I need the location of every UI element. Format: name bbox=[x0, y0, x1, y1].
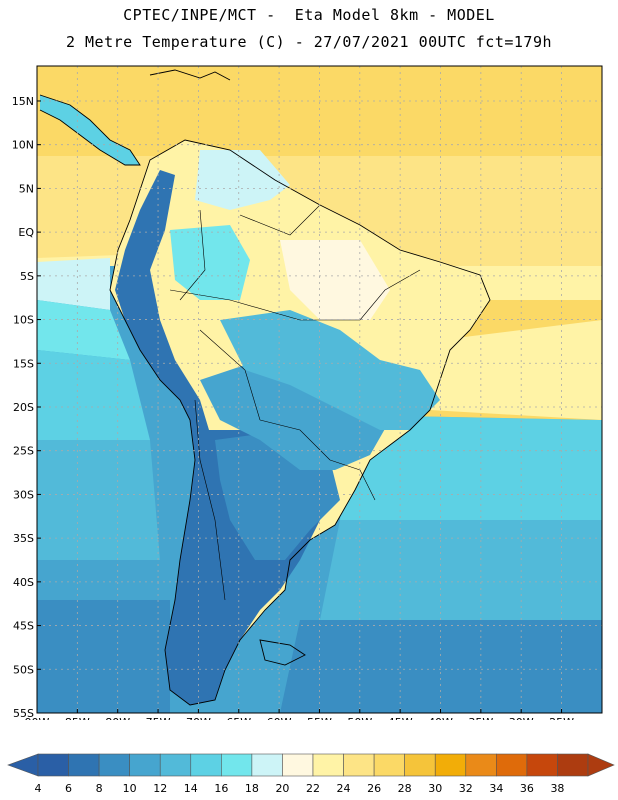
lon-label: 60W bbox=[267, 716, 292, 720]
colorbar-label: 14 bbox=[184, 782, 198, 795]
colorbar-swatch bbox=[159, 753, 192, 777]
colorbar-label: 6 bbox=[65, 782, 72, 795]
colorbar-label: 18 bbox=[245, 782, 259, 795]
lat-label: 15S bbox=[13, 357, 34, 370]
lat-label: 30S bbox=[13, 488, 34, 501]
colorbar-swatch bbox=[68, 753, 100, 777]
lon-label: 40W bbox=[428, 716, 453, 720]
title-line-1: CPTEC/INPE/MCT - Eta Model 8km - MODEL bbox=[123, 6, 495, 24]
title-line-2: 2 Metre Temperature (C) - 27/07/2021 00U… bbox=[65, 33, 553, 51]
colorbar-swatch bbox=[465, 753, 497, 777]
lon-label: 90W bbox=[25, 716, 50, 720]
lon-label: 25W bbox=[549, 716, 574, 720]
colorbar-label: 32 bbox=[459, 782, 473, 795]
colorbar-swatch bbox=[496, 753, 528, 777]
colorbar-label: 4 bbox=[35, 782, 42, 795]
colorbar-label: 36 bbox=[520, 782, 534, 795]
colorbar-label: 34 bbox=[489, 782, 503, 795]
colorbar-swatch bbox=[37, 753, 69, 777]
pacific-cooler-band bbox=[37, 350, 150, 440]
colorbar-label: 30 bbox=[428, 782, 442, 795]
colorbar-label: 38 bbox=[550, 782, 564, 795]
colorbar-swatch bbox=[129, 753, 161, 777]
venezuela-mild bbox=[195, 150, 290, 210]
temperature-map: 15N 10N 5N EQ 5S 10S 15S 20S 25S 30S 35S 40S 45S 50S 5… bbox=[12, 65, 603, 720]
longitude-axis: 90W 85W 80W 75W 70W 65W 60W 55W 50W 45W 40W 35W 30W 2… bbox=[25, 709, 574, 720]
colorbar-label: 22 bbox=[306, 782, 320, 795]
lat-label: 40S bbox=[13, 576, 34, 589]
lat-label: 10N bbox=[12, 139, 34, 152]
colorbar-left-arrow bbox=[7, 753, 39, 777]
lon-label: 45W bbox=[388, 716, 413, 720]
lat-label: 50S bbox=[13, 663, 34, 676]
lat-label: 5N bbox=[19, 182, 34, 195]
central-america-landmass bbox=[40, 95, 140, 165]
colorbar-swatch bbox=[343, 753, 375, 777]
eastern-amazon-warm bbox=[280, 240, 390, 320]
lon-label: 75W bbox=[146, 716, 171, 720]
lon-label: 80W bbox=[105, 716, 130, 720]
atlantic-south-band bbox=[280, 620, 602, 713]
lon-label: 35W bbox=[468, 716, 493, 720]
colorbar-swatch bbox=[282, 753, 314, 777]
lat-label: 35S bbox=[13, 532, 34, 545]
colorbar-swatch bbox=[312, 753, 344, 777]
chaco-region bbox=[200, 360, 390, 470]
atlantic-cool-band bbox=[340, 415, 602, 520]
lon-label: 30W bbox=[509, 716, 534, 720]
colorbar-label: 20 bbox=[275, 782, 289, 795]
lat-label: 45S bbox=[13, 620, 34, 633]
lon-label: 55W bbox=[307, 716, 332, 720]
colorbar-right-arrow bbox=[587, 753, 615, 777]
colorbar-label: 24 bbox=[337, 782, 351, 795]
western-amazon-mild bbox=[170, 225, 250, 300]
colorbar-label: 8 bbox=[96, 782, 103, 795]
latitude-axis: 15N 10N 5N EQ 5S 10S 15S 20S 25S 30S 35S 40S 45S 50S 5… bbox=[12, 95, 41, 720]
colorbar-label: 16 bbox=[214, 782, 228, 795]
colorbar-swatch bbox=[98, 753, 130, 777]
colorbar-label: 12 bbox=[153, 782, 167, 795]
lon-label: 85W bbox=[65, 716, 90, 720]
colorbar-label: 10 bbox=[123, 782, 137, 795]
atlantic-subtropical-band bbox=[430, 320, 602, 420]
colorbar-swatch bbox=[373, 753, 405, 777]
lon-label: 70W bbox=[186, 716, 211, 720]
pacific-south-band bbox=[37, 600, 170, 713]
atlantic-cold-band bbox=[320, 520, 602, 620]
colorbar-swatch bbox=[221, 753, 253, 777]
lat-label: 15N bbox=[12, 95, 34, 108]
pacific-cool-band bbox=[37, 300, 130, 360]
gridlines bbox=[37, 66, 602, 713]
colorbar-swatch bbox=[557, 753, 589, 777]
lat-label: 25S bbox=[13, 445, 34, 458]
colorbar-swatch bbox=[251, 753, 283, 777]
colorbar-label: 28 bbox=[398, 782, 412, 795]
andes-cold-region bbox=[115, 170, 220, 705]
pacific-cold-band bbox=[37, 440, 160, 560]
lat-label: 20S bbox=[13, 401, 34, 414]
lat-label: 10S bbox=[13, 314, 34, 327]
colorbar-swatch bbox=[526, 753, 558, 777]
country-borders bbox=[169, 204, 421, 601]
lat-label: EQ bbox=[18, 226, 34, 239]
coastlines bbox=[39, 69, 491, 706]
lat-label: 55S bbox=[13, 707, 34, 720]
lon-label: 50W bbox=[347, 716, 372, 720]
colorbar-label: 26 bbox=[367, 782, 381, 795]
colorbar-swatch bbox=[434, 753, 467, 777]
lon-label: 65W bbox=[226, 716, 251, 720]
colorbar-swatch bbox=[404, 753, 436, 777]
ocean-warmer-band bbox=[37, 66, 602, 156]
map-field bbox=[37, 66, 602, 713]
central-brazil-cool bbox=[220, 310, 440, 430]
lat-label: 5S bbox=[20, 270, 34, 283]
pacific-mild-band bbox=[37, 258, 110, 310]
colorbar-swatch bbox=[190, 753, 222, 777]
